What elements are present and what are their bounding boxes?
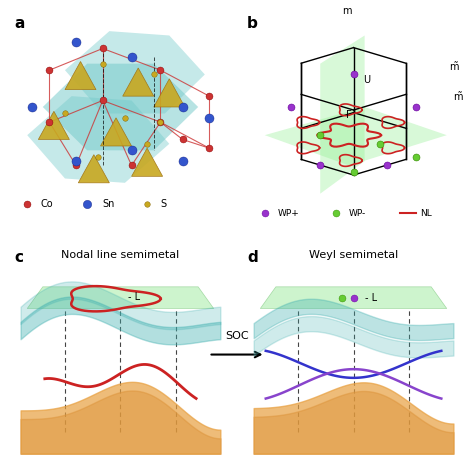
Polygon shape [65,62,96,90]
Text: Co: Co [41,200,53,210]
Text: c: c [14,250,23,265]
Text: S: S [160,200,166,210]
Polygon shape [123,68,154,96]
Text: b: b [247,16,258,31]
Text: U: U [363,75,370,85]
Text: Nodal line semimetal: Nodal line semimetal [61,250,180,260]
Text: a: a [14,16,24,31]
Text: m: m [342,6,352,16]
Polygon shape [265,107,447,165]
Text: - L: - L [365,292,377,303]
Text: WP-: WP- [349,209,366,218]
Polygon shape [38,111,69,139]
Text: Γ: Γ [346,110,352,120]
Text: m̃: m̃ [453,92,463,102]
Text: Sn: Sn [103,200,115,210]
Polygon shape [260,287,447,309]
Polygon shape [27,96,169,183]
Polygon shape [27,287,214,309]
Text: SOC: SOC [225,331,249,341]
Polygon shape [78,155,109,183]
Polygon shape [100,118,132,146]
Polygon shape [320,36,365,194]
Text: d: d [247,250,258,265]
Polygon shape [154,79,185,107]
Polygon shape [65,31,205,113]
Polygon shape [43,64,198,150]
Text: m̃: m̃ [449,62,458,72]
Text: Weyl semimetal: Weyl semimetal [309,250,398,260]
Polygon shape [132,148,163,176]
Text: WP+: WP+ [278,209,300,218]
Text: NL: NL [420,209,432,218]
Text: - L: - L [128,292,140,302]
